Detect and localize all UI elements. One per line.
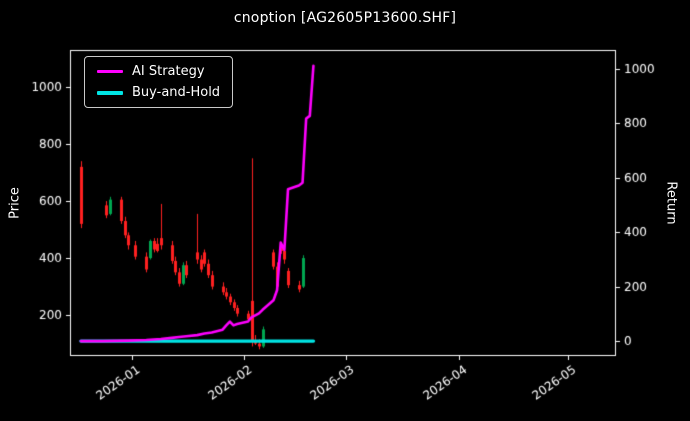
ai-strategy-line-swatch bbox=[97, 70, 123, 73]
buy-and-hold-line-swatch bbox=[97, 90, 123, 95]
legend-item-ai-strategy: AI Strategy bbox=[97, 65, 220, 78]
right-axis-label: Return bbox=[663, 181, 679, 225]
legend-label-ai-strategy: AI Strategy bbox=[132, 64, 205, 79]
legend-label-buy-and-hold: Buy-and-Hold bbox=[132, 85, 221, 100]
chart-title: cnoption [AG2605P13600.SHF] bbox=[233, 10, 457, 26]
left-axis-label: Price bbox=[7, 187, 23, 219]
legend-item-buy-and-hold: Buy-and-Hold bbox=[97, 86, 220, 99]
legend: AI Strategy Buy-and-Hold bbox=[84, 56, 234, 108]
